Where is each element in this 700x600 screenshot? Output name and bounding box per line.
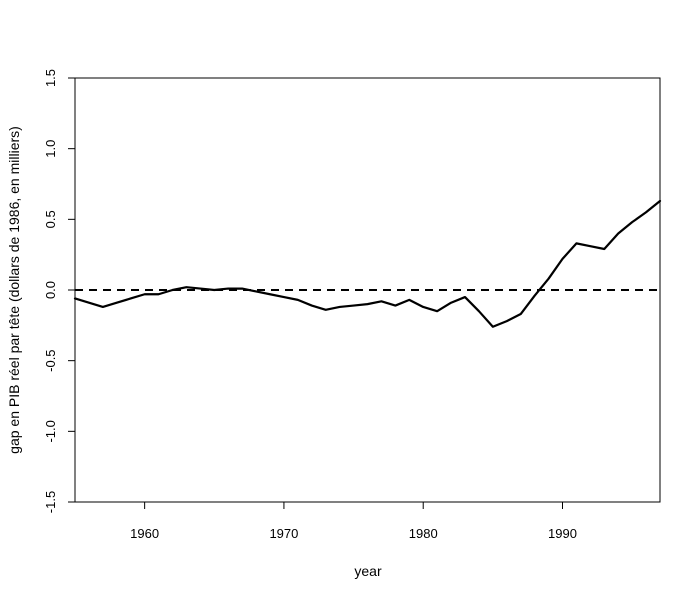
y-tick-label: 1.0: [43, 140, 58, 158]
series-group: [73, 199, 662, 328]
x-axis-title: year: [354, 563, 382, 579]
x-axis: 1960 1970 1980 1990: [130, 502, 577, 541]
x-tick-label: 1990: [548, 526, 577, 541]
x-tick-label: 1970: [269, 526, 298, 541]
x-tick-label: 1980: [409, 526, 438, 541]
y-tick-label: -1.0: [43, 420, 58, 442]
series-line-0: [73, 199, 662, 328]
y-tick-label: 0.0: [43, 281, 58, 299]
y-tick-label: -1.5: [43, 491, 58, 513]
y-tick-label: -0.5: [43, 349, 58, 371]
y-axis-title: gap en PIB réel par tête (dollars de 198…: [6, 126, 22, 454]
y-tick-label: 1.5: [43, 69, 58, 87]
y-tick-label: 0.5: [43, 210, 58, 228]
x-tick-label: 1960: [130, 526, 159, 541]
y-axis: -1.5 -1.0 -0.5 0.0 0.5 1.0 1.5: [43, 69, 75, 513]
